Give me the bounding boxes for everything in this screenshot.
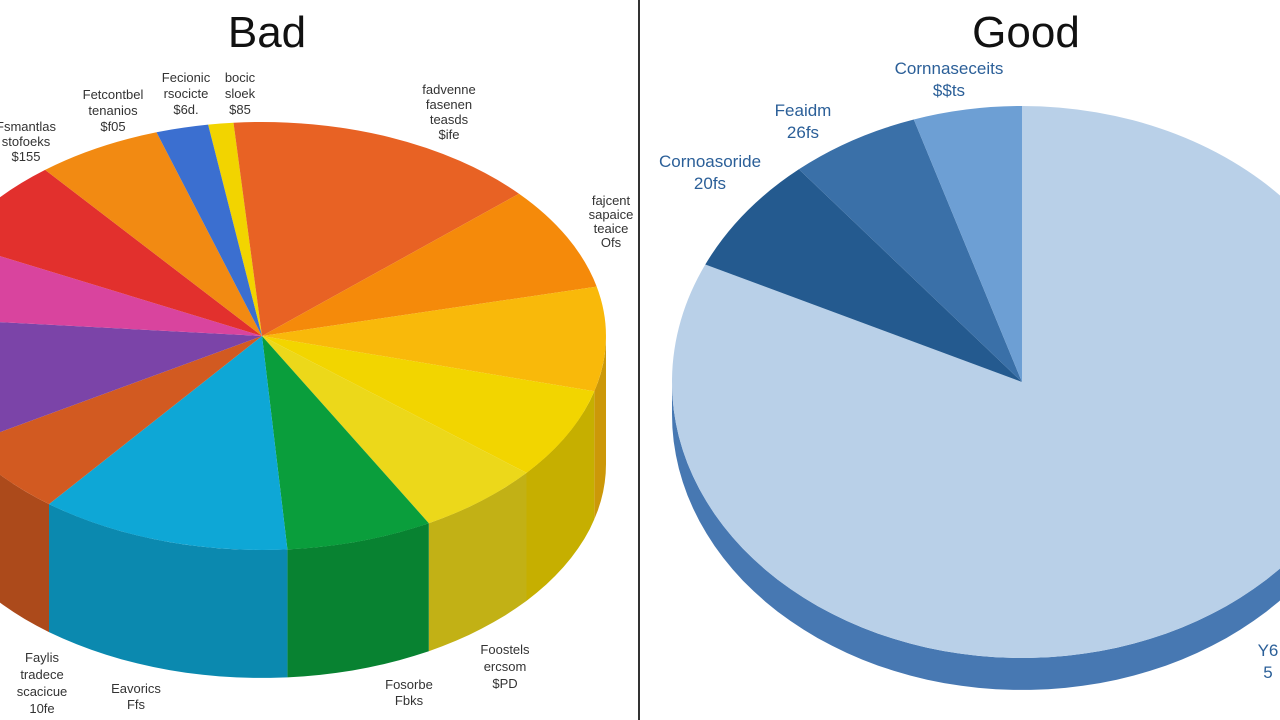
- bad-pie-slice-6: [262, 336, 429, 550]
- good-annotation-1: Feaidm 26fs: [775, 101, 832, 142]
- bad-pie-side-7: [49, 504, 288, 678]
- bad-annotation-line: Fetcontbel: [83, 87, 144, 102]
- good-pie-slice-3: [913, 105, 1022, 382]
- good-annotation-line: Cornoasoride: [659, 152, 761, 171]
- bad-annotation-line: Foostels: [480, 642, 530, 657]
- bad-annotation-line: $6d.: [173, 102, 198, 117]
- bad-pie-side-5: [428, 472, 527, 652]
- bad-annotation-line: $PD: [492, 676, 517, 691]
- good-pie-side-0: [672, 382, 1280, 690]
- bad-annotation-line: teaice: [594, 221, 629, 236]
- good-annotation-line: 5: [1263, 663, 1272, 682]
- bad-pie: [0, 121, 606, 678]
- good-chart-title: Good: [972, 8, 1080, 57]
- bad-annotation-line: $155: [12, 149, 41, 164]
- good-annotations: Cornnaseceits $$ts Feaidm 26fs Cornoasoride 2…: [659, 59, 1278, 682]
- bad-annotation-line: Fosorbe: [385, 677, 433, 692]
- good-annotation-line: $$ts: [933, 81, 965, 100]
- bad-annotation-line: sloek: [225, 86, 256, 101]
- bad-annotation-line: Ffs: [127, 697, 146, 712]
- bad-annotation-line: $f05: [100, 119, 125, 134]
- bad-annotation-9: Foostels ercsom $PD: [480, 642, 530, 691]
- bad-annotation-line: sapaice: [589, 207, 634, 222]
- bad-pie-slice-9: [0, 322, 262, 433]
- good-annotation-line: 20fs: [694, 174, 726, 193]
- bad-annotation-line: scacicue: [17, 684, 68, 699]
- bad-annotation-line: ercsom: [484, 659, 527, 674]
- bad-pie-side-4: [526, 391, 595, 601]
- bad-annotation-line: fasenen: [426, 97, 472, 112]
- good-pie-slice-0: [672, 106, 1280, 658]
- good-annotation-0: Cornnaseceits $$ts: [895, 59, 1004, 100]
- bad-annotation-line: Fbks: [395, 693, 424, 708]
- bad-pie-top: [0, 121, 606, 550]
- bad-annotation-line: stofoeks: [2, 134, 51, 149]
- bad-annotation-line: bocic: [225, 70, 256, 85]
- bad-annotation-line: 10fe: [29, 701, 54, 716]
- bad-pie-side-6: [287, 523, 429, 678]
- bad-chart-title: Bad: [228, 8, 306, 57]
- bad-annotation-line: tenanios: [88, 103, 138, 118]
- bad-pie-slice-5: [262, 336, 527, 524]
- good-annotation-3: Y65: [1258, 641, 1279, 682]
- bad-pie-slice-3: [262, 286, 606, 392]
- bad-annotation-line: Fecionic: [162, 70, 211, 85]
- bad-pie-slice-12: [45, 132, 262, 336]
- bad-annotation-line: Eavorics: [111, 681, 161, 696]
- bad-pie-side-8: [0, 474, 49, 633]
- bad-annotation-line: Faylis: [25, 650, 59, 665]
- good-annotation-line: Y6: [1258, 641, 1279, 660]
- bad-annotation-line: Fsmantlas: [0, 119, 56, 134]
- bad-annotation-line: Ofs: [601, 235, 622, 250]
- good-pie-top: [672, 105, 1280, 658]
- good-pie-slice-2: [798, 119, 1022, 382]
- bad-pie-slice-4: [262, 336, 595, 473]
- good-annotation-line: Feaidm: [775, 101, 832, 120]
- bad-annotation-line: $85: [229, 102, 251, 117]
- bad-pie-slice-0: [208, 122, 262, 336]
- good-annotation-line: 26fs: [787, 123, 819, 142]
- bad-pie-slice-11: [0, 169, 262, 336]
- bad-pie-slice-7: [49, 336, 288, 550]
- good-pie-sides: [672, 382, 1280, 690]
- bad-pie-slice-1: [233, 121, 519, 336]
- bad-pie-slice-13: [156, 124, 262, 336]
- bad-annotation-line: fadvenne: [422, 82, 476, 97]
- bad-annotation-line: rsocicte: [164, 86, 209, 101]
- good-annotation-2: Cornoasoride 20fs: [659, 152, 761, 193]
- bad-pie-slice-8: [0, 336, 262, 505]
- good-chart: Good Cornnaseceits $$ts Feaidm 26fs Cornoaso…: [659, 8, 1280, 690]
- bad-annotation-line: fajcent: [592, 193, 631, 208]
- bad-pie-side-3: [594, 336, 606, 520]
- bad-annotation-line: $ife: [439, 127, 460, 142]
- good-pie: [672, 105, 1280, 690]
- bad-annotation-6: Faylis tradece scacicue 10fe: [17, 650, 68, 716]
- bad-annotation-line: tradece: [20, 667, 63, 682]
- good-annotation-line: Cornnaseceits: [895, 59, 1004, 78]
- good-pie-slice-1: [705, 169, 1022, 382]
- bad-annotation-line: teasds: [430, 112, 469, 127]
- bad-pie-sides: [0, 336, 606, 678]
- bad-pie-slice-2: [262, 193, 597, 336]
